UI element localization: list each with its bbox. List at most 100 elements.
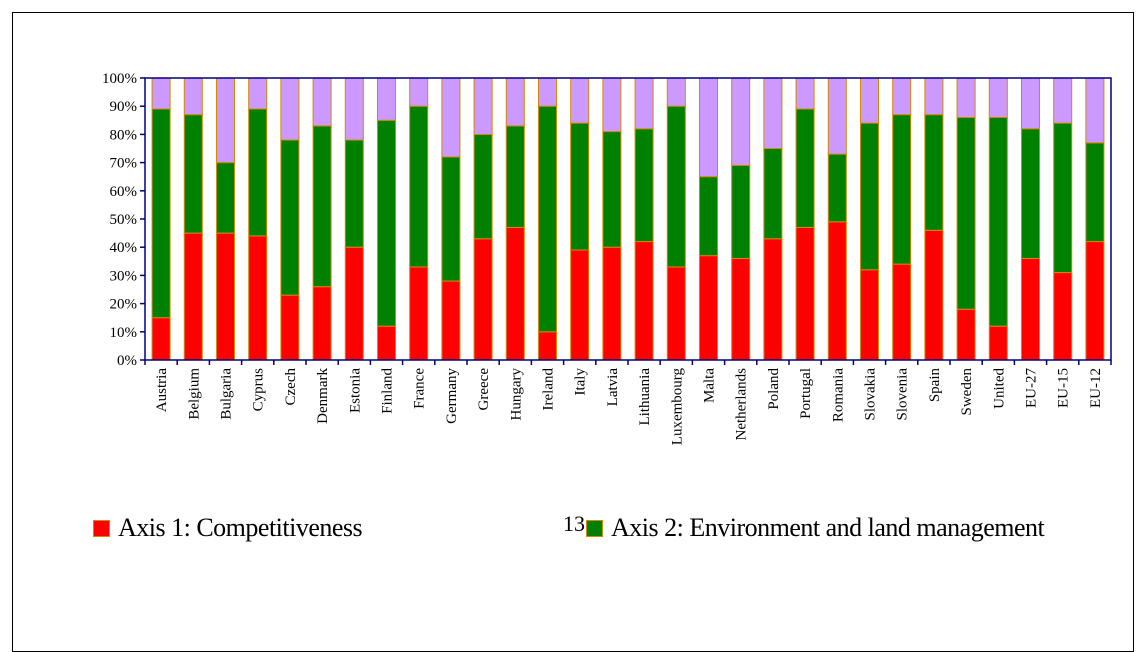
bar-segment-czech-series1: [280, 294, 300, 361]
bar-segment-hungary-series1: [505, 226, 525, 361]
bar-segment-italy-series3: [570, 77, 590, 124]
legend-swatch-axis1: [93, 519, 110, 537]
bar-segment-united-series3: [988, 77, 1008, 118]
y-tick-label-100pct: 100%: [102, 71, 137, 87]
x-tick-label-malta: Malta: [702, 368, 718, 403]
bar-segment-denmark-series3: [312, 77, 332, 127]
bar-segment-latvia-series1: [602, 246, 622, 361]
bar-segment-cyprus-series1: [248, 235, 268, 361]
bar-segment-germany-series2: [441, 156, 461, 282]
page-number: 13: [563, 511, 585, 536]
bar-segment-romania-series1: [827, 221, 847, 361]
x-tick-label-eu-27: EU-27: [1024, 368, 1040, 408]
x-tick-label-ireland: Ireland: [541, 368, 557, 411]
x-tick-label-cyprus: Cyprus: [251, 368, 267, 412]
y-tick-label-60pct: 60%: [110, 184, 138, 200]
bar-segment-france-series1: [409, 266, 429, 361]
bar-segment-bulgaria-series1: [215, 232, 236, 361]
y-tick-label-0pct: 0%: [117, 353, 137, 369]
bar-segment-slovakia-series2: [859, 122, 880, 271]
bar-segment-hungary-series3: [505, 77, 525, 127]
bar-segment-greece-series3: [473, 77, 493, 135]
bar-segment-cyprus-series2: [248, 108, 268, 237]
bar-segment-malta-series2: [698, 176, 719, 257]
bar-segment-eu-15-series2: [1053, 122, 1073, 274]
x-tick-label-france: France: [412, 368, 428, 409]
bar-segment-sweden-series1: [956, 308, 976, 361]
bar-segment-greece-series2: [473, 133, 493, 240]
y-tick-label-70pct: 70%: [110, 156, 138, 172]
bar-segment-czech-series3: [280, 77, 300, 141]
x-tick-label-austria: Austria: [154, 368, 170, 413]
bar-segment-estonia-series3: [344, 77, 364, 141]
y-tick-label-40pct: 40%: [110, 240, 138, 256]
bar-segment-greece-series1: [473, 238, 493, 361]
bar-segment-finland-series2: [376, 119, 397, 327]
bar-segment-belgium-series1: [183, 232, 203, 361]
bar-segment-slovenia-series2: [892, 114, 912, 265]
y-tick-label-90pct: 90%: [110, 99, 138, 115]
bar-segment-eu-12-series3: [1085, 77, 1105, 144]
bar-segment-portugal-series2: [795, 108, 815, 228]
x-tick-label-slovakia: Slovakia: [863, 368, 879, 421]
bar-segment-netherlands-series2: [731, 164, 751, 259]
bar-segment-eu-12-series2: [1085, 142, 1105, 243]
x-tick-label-czech: Czech: [283, 368, 299, 406]
bar-segment-eu-27-series2: [1020, 128, 1041, 259]
x-tick-label-netherlands: Netherlands: [734, 368, 750, 441]
bar-segment-denmark-series2: [312, 125, 332, 288]
x-tick-label-slovenia: Slovenia: [895, 368, 911, 421]
legend-item-axis1: Axis 1: Competitiveness: [93, 513, 363, 543]
bar-segment-denmark-series1: [312, 286, 332, 361]
bar-segment-estonia-series2: [344, 139, 364, 248]
bar-segment-portugal-series3: [795, 77, 815, 110]
bar-segment-bulgaria-series3: [215, 77, 236, 164]
bar-segment-latvia-series3: [602, 77, 622, 133]
bar-segment-malta-series1: [698, 255, 719, 361]
bar-segment-france-series3: [409, 77, 429, 107]
bar-segment-luxembourg-series1: [666, 266, 686, 361]
x-tick-label-luxembourg: Luxembourg: [669, 368, 685, 446]
x-tick-label-estonia: Estonia: [347, 368, 363, 413]
bar-segment-italy-series1: [570, 249, 590, 361]
bar-segment-germany-series1: [441, 280, 461, 361]
x-tick-label-lithuania: Lithuania: [637, 368, 653, 426]
legend-label-axis2: Axis 2: Environment and land management: [611, 513, 1045, 542]
bar-segment-luxembourg-series3: [666, 77, 686, 107]
x-tick-label-united: United: [991, 368, 1007, 409]
bar-segment-netherlands-series1: [731, 257, 751, 361]
bar-segment-hungary-series2: [505, 125, 525, 228]
bar-segment-malta-series3: [698, 77, 719, 178]
x-tick-label-eu-15: EU-15: [1056, 368, 1072, 408]
legend-item-axis2: Axis 2: Environment and land management: [586, 513, 1045, 543]
bar-segment-ireland-series1: [537, 331, 558, 361]
bar-segment-netherlands-series3: [731, 77, 751, 166]
bar-segment-sweden-series2: [956, 116, 976, 310]
bar-segment-slovenia-series3: [892, 77, 912, 116]
bar-segment-eu-27-series1: [1020, 257, 1041, 361]
bar-segment-austria-series2: [151, 108, 171, 319]
x-tick-label-greece: Greece: [476, 368, 492, 411]
bar-segment-lithuania-series2: [634, 128, 654, 243]
bar-segment-france-series2: [409, 105, 429, 268]
x-tick-label-portugal: Portugal: [798, 368, 814, 419]
x-tick-label-italy: Italy: [573, 368, 589, 396]
bar-segment-slovenia-series1: [892, 263, 912, 361]
bar-segment-portugal-series1: [795, 226, 815, 361]
chart-frame: Austria Belgium Bulgaria Cyprus Czech Denmark…: [12, 12, 1134, 652]
bar-segment-eu-15-series3: [1053, 77, 1073, 124]
x-tick-label-germany: Germany: [444, 368, 460, 424]
x-tick-label-bulgaria: Bulgaria: [219, 368, 235, 420]
x-tick-label-eu-12: EU-12: [1088, 368, 1104, 408]
bar-segment-sweden-series3: [956, 77, 976, 118]
x-tick-label-poland: Poland: [766, 368, 782, 410]
bar-segment-united-series2: [988, 116, 1008, 327]
bar-segment-finland-series1: [376, 325, 397, 361]
bar-segment-estonia-series1: [344, 246, 364, 361]
bar-segment-spain-series3: [924, 77, 944, 116]
y-tick-label-30pct: 30%: [110, 268, 138, 284]
bar-segment-belgium-series3: [183, 77, 203, 116]
legend-swatch-axis2: [586, 519, 603, 537]
bar-segment-lithuania-series3: [634, 77, 654, 130]
bar-segment-spain-series2: [924, 114, 944, 231]
